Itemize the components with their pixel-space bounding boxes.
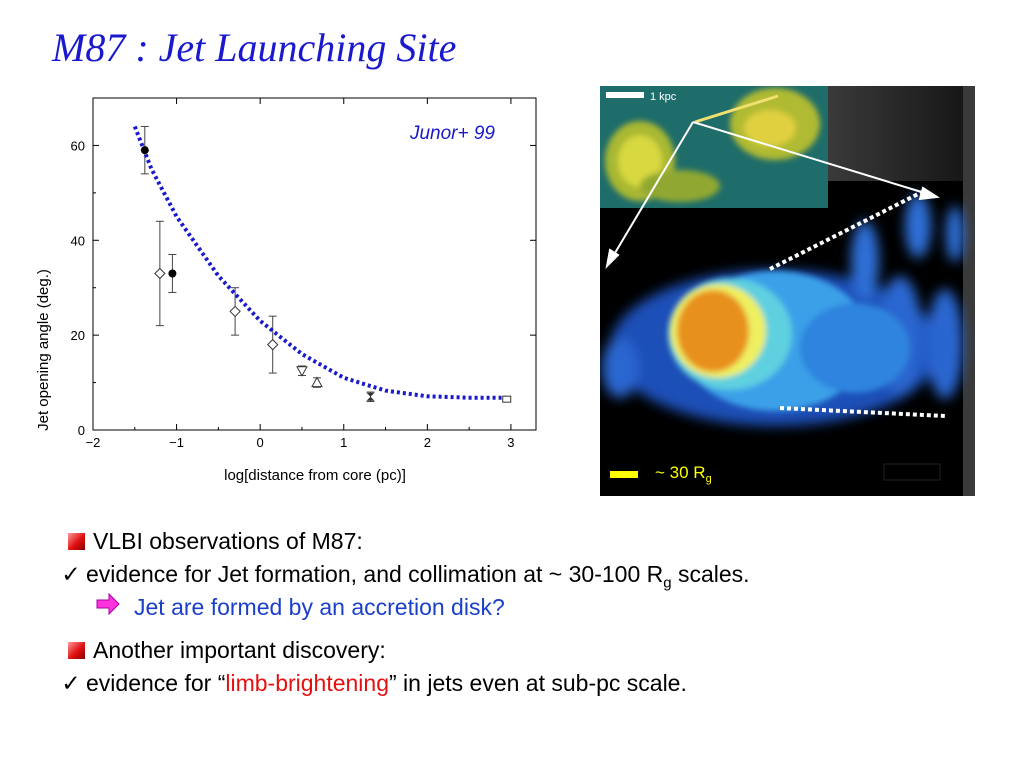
plot-frame — [92, 97, 537, 431]
bullet-vlbi-detail: ✓ evidence for Jet formation, and collim… — [60, 558, 1000, 591]
citation-label: Junor+ 99 — [409, 123, 495, 144]
bullet-limb-brightening: ✓ evidence for “limb-brightening” in jet… — [60, 667, 1000, 700]
data-point — [168, 269, 177, 278]
bullet-list: VLBI observations of M87: ✓ evidence for… — [60, 525, 1000, 700]
y-axis-label: Jet opening angle (deg.) — [35, 269, 52, 431]
y-tick-label: 40 — [71, 233, 85, 248]
slide-title: M87 : Jet Launching Site — [52, 25, 457, 70]
data-point — [140, 146, 149, 155]
x-tick-label: −2 — [86, 435, 101, 450]
red-square-bullet-icon — [68, 533, 85, 550]
rg-scale-label: ~ 30 Rg — [655, 463, 712, 485]
x-axis-label: log[distance from core (pc)] — [224, 467, 406, 484]
x-tick-label: 2 — [424, 435, 431, 450]
data-point — [502, 395, 512, 403]
data-point — [366, 392, 375, 401]
zoom-arrows — [605, 121, 940, 269]
bullet-conclusion: Jet are formed by an accretion disk? — [96, 591, 1000, 624]
fit-curve — [132, 125, 507, 400]
data-point — [229, 305, 241, 318]
x-tick-label: 1 — [340, 435, 347, 450]
y-tick-label: 60 — [71, 138, 85, 153]
magenta-arrow-icon — [96, 591, 120, 624]
vlbi-jet-image: 1 kpc ~ 30 Rg — [600, 86, 975, 496]
y-tick-label: 20 — [71, 328, 85, 343]
checkmark-icon: ✓ — [61, 670, 81, 696]
bullet-vlbi: VLBI observations of M87: — [60, 525, 1000, 558]
data-point — [154, 267, 166, 280]
vlbi-jet-emission — [602, 194, 964, 426]
data-point — [296, 366, 308, 377]
kpc-scale-inset: 1 kpc — [600, 86, 828, 208]
data-point — [311, 376, 323, 388]
data-point — [267, 338, 279, 351]
kpc-scale-bar — [606, 92, 644, 98]
x-tick-label: −1 — [169, 435, 184, 450]
upper-jet-edge-line — [769, 190, 923, 271]
bullet-discovery: Another important discovery: — [60, 634, 1000, 667]
red-square-bullet-icon — [68, 642, 85, 659]
jet-angle-chart: −2 −1 0 1 2 3 0 20 40 60 Junor+ 99 log[distance f… — [35, 97, 537, 484]
x-tick-label: 0 — [257, 435, 264, 450]
y-tick-label: 0 — [78, 423, 85, 438]
rg-scale-bar — [610, 471, 638, 478]
x-tick-label: 3 — [507, 435, 514, 450]
kpc-scale-label: 1 kpc — [650, 91, 677, 103]
checkmark-icon: ✓ — [61, 561, 81, 587]
